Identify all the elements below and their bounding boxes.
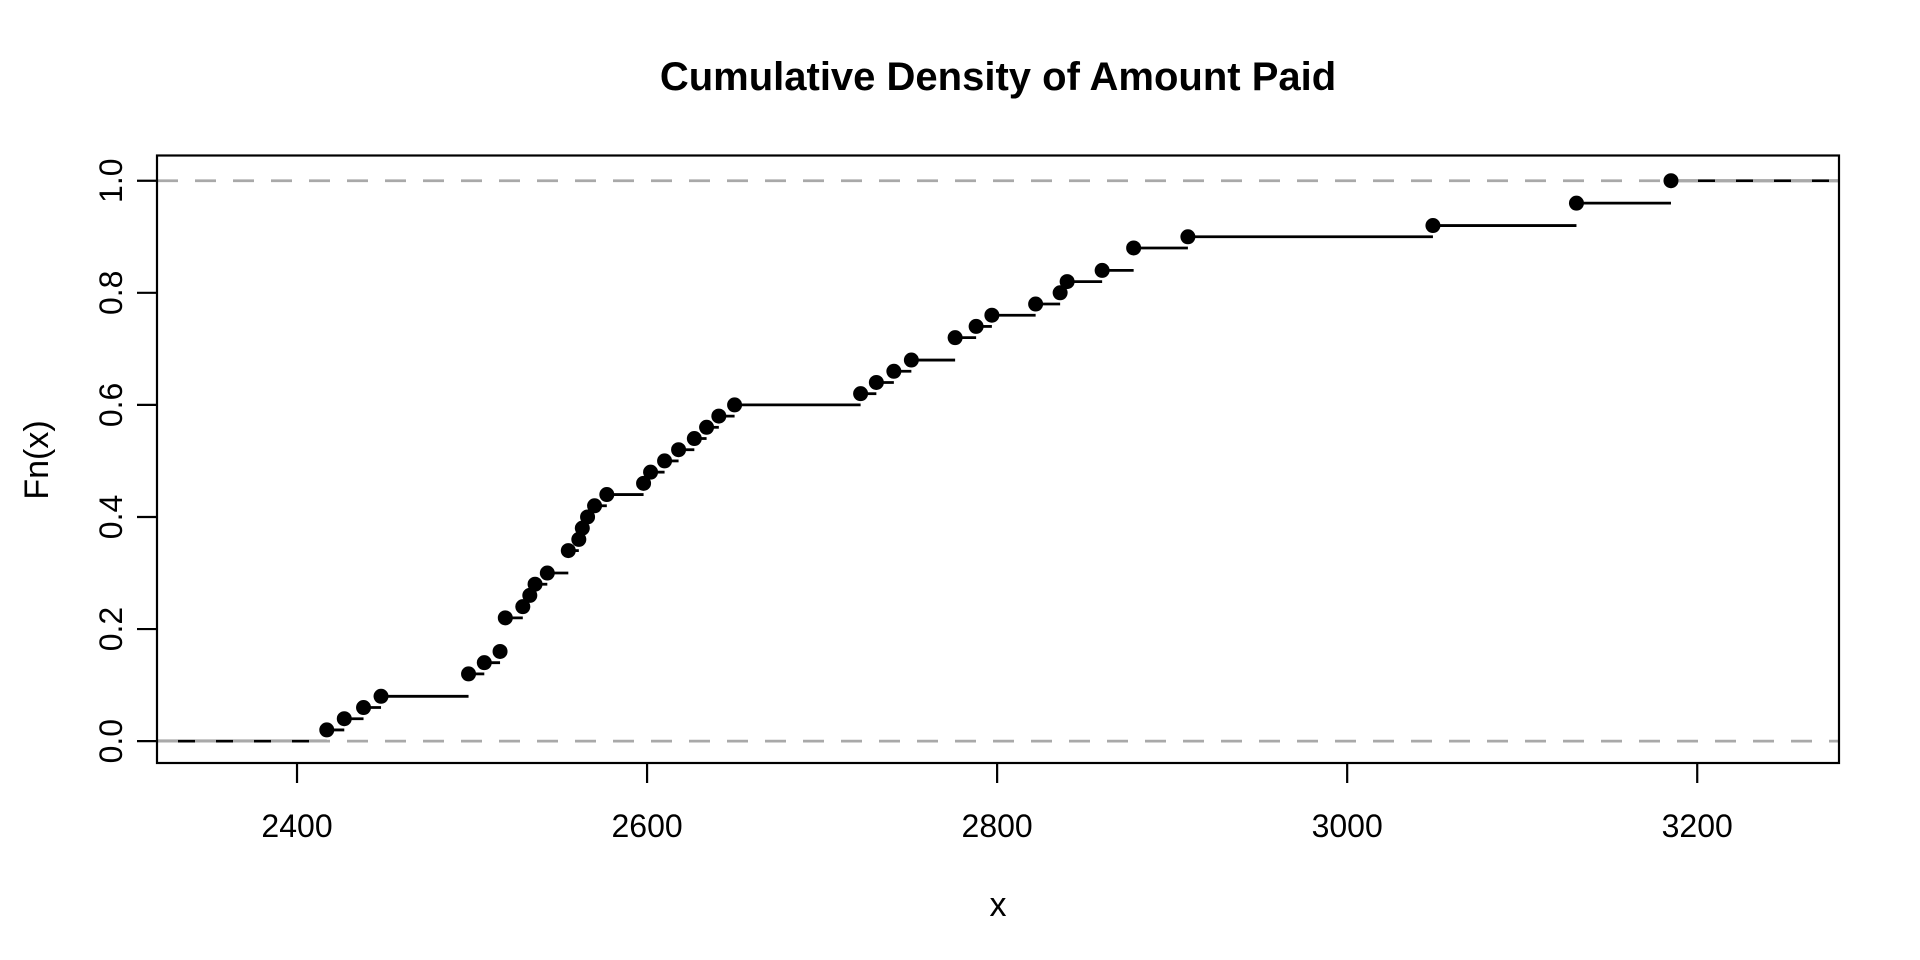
ecdf-point xyxy=(699,419,715,435)
ecdf-point xyxy=(599,487,615,503)
x-tick-label: 3200 xyxy=(1662,808,1733,844)
ecdf-point xyxy=(356,700,372,716)
ecdf-point xyxy=(515,599,531,615)
plot-box xyxy=(155,154,1841,765)
y-tick-label: 0.2 xyxy=(93,607,129,651)
plot-area: 2400 2600 2800 3000 3200 0.0 0.2 0.4 0.6 0.8 1.0 xyxy=(93,154,1841,844)
ecdf-point xyxy=(886,363,902,379)
y-tick-label: 0.4 xyxy=(93,495,129,539)
ecdf-point xyxy=(587,498,603,514)
ecdf-point xyxy=(522,587,538,603)
ecdf-point xyxy=(1094,262,1110,278)
ecdf-point xyxy=(903,352,919,368)
ecdf-point xyxy=(984,307,1000,323)
ecdf-point xyxy=(1028,296,1044,312)
ecdf-point xyxy=(580,509,596,525)
ecdf-point xyxy=(1052,285,1068,301)
ecdf-point xyxy=(868,374,884,390)
ecdf-point xyxy=(476,655,492,671)
x-axis-label: x xyxy=(990,886,1007,924)
ecdf-point xyxy=(711,408,727,424)
ecdf-point xyxy=(373,688,389,704)
ecdf-point xyxy=(643,464,659,480)
y-tick-label: 0.8 xyxy=(93,271,129,315)
ecdf-point xyxy=(319,722,335,738)
ecdf-point xyxy=(560,543,576,559)
ecdf-point xyxy=(1663,173,1679,189)
ecdf-point xyxy=(336,711,352,727)
chart-title: Cumulative Density of Amount Paid xyxy=(660,55,1336,99)
x-tick-label: 2800 xyxy=(962,808,1033,844)
ecdf-point xyxy=(947,330,963,346)
ecdf-point xyxy=(686,431,702,447)
ecdf-point xyxy=(1425,218,1441,234)
ecdf-point xyxy=(1059,274,1075,290)
ecdf-point xyxy=(968,318,984,334)
ecdf-point xyxy=(492,643,508,659)
y-tick-label: 1.0 xyxy=(93,158,129,202)
ecdf-point xyxy=(497,610,513,626)
ecdf-point xyxy=(1568,195,1584,211)
ecdf-point xyxy=(1180,229,1196,245)
ecdf-point xyxy=(671,442,687,458)
ecdf-point xyxy=(636,475,652,491)
y-tick-label: 0.0 xyxy=(93,719,129,763)
ecdf-point xyxy=(657,453,673,469)
y-tick-label: 0.6 xyxy=(93,383,129,427)
ecdf-point xyxy=(1126,240,1142,256)
x-tick-label: 2600 xyxy=(611,808,682,844)
x-tick-label: 2400 xyxy=(261,808,332,844)
ecdf-point xyxy=(527,576,543,592)
y-axis-label: Fn(x) xyxy=(18,420,56,499)
ecdf-point xyxy=(461,666,477,682)
ecdf-point xyxy=(539,565,555,581)
ecdf-point xyxy=(727,397,743,413)
x-tick-label: 3000 xyxy=(1312,808,1383,844)
ecdf-point xyxy=(853,386,869,402)
ecdf-point xyxy=(574,520,590,536)
